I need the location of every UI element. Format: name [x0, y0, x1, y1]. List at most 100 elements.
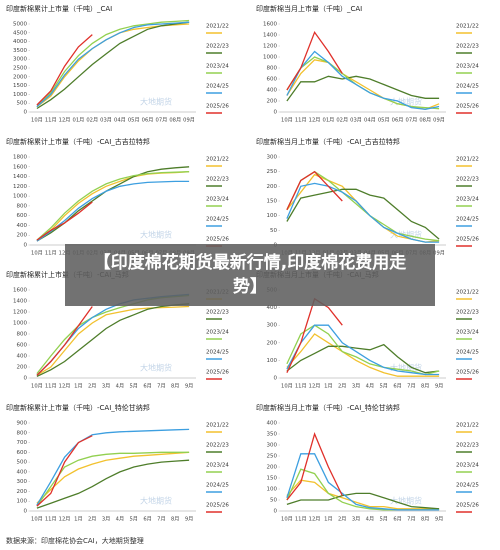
y-tick-label: 400 — [267, 88, 278, 94]
x-tick-label: 01月 — [323, 117, 335, 124]
legend-label: 2025/26 — [456, 370, 479, 376]
legend-label: 2023/24 — [206, 64, 229, 70]
x-tick-label: 5月 — [130, 383, 139, 390]
x-tick-label: 12月 — [309, 516, 321, 523]
x-tick-label: 12月 — [309, 383, 321, 390]
x-tick-label: 07月 — [156, 117, 168, 124]
y-tick-label: 4500 — [13, 30, 27, 36]
y-tick-label: 200 — [267, 184, 278, 190]
y-tick-label: 900 — [17, 421, 28, 427]
x-tick-label: 10月 — [31, 250, 43, 257]
y-tick-label: 800 — [17, 332, 28, 338]
watermark: 大地期货 — [140, 496, 172, 506]
x-tick-label: 4月 — [116, 383, 125, 390]
x-tick-label: 2月 — [338, 516, 347, 523]
x-tick-label: 10月 — [281, 383, 293, 390]
series-line — [286, 324, 440, 376]
banner-text: 【印度棉花期货最新行情,印度棉花费用走势】 — [93, 253, 407, 297]
legend-label: 2022/23 — [456, 44, 479, 50]
y-tick-label: 400 — [267, 421, 278, 427]
y-tick-label: 3500 — [13, 48, 27, 54]
legend-label: 2022/23 — [456, 310, 479, 316]
x-tick-label: 8月 — [421, 383, 430, 390]
legend-label: 2024/25 — [456, 483, 479, 489]
y-tick-label: 1400 — [13, 174, 27, 180]
legend-label: 2022/23 — [206, 177, 229, 183]
y-tick-label: 0 — [24, 376, 28, 382]
x-tick-label: 12月 — [59, 383, 71, 390]
x-tick-label: 05月 — [128, 117, 140, 124]
series-line — [286, 297, 343, 373]
x-tick-label: 4月 — [366, 383, 375, 390]
x-tick-label: 6月 — [393, 516, 402, 523]
y-tick-label: 100 — [17, 499, 28, 505]
watermark: 大地期货 — [390, 363, 422, 373]
y-tick-label: 400 — [17, 223, 28, 229]
series-line — [36, 21, 190, 108]
series-line — [286, 333, 440, 377]
y-tick-label: 700 — [17, 440, 28, 446]
x-tick-label: 6月 — [143, 383, 152, 390]
series-line — [286, 75, 440, 102]
series-line — [36, 459, 190, 509]
watermark: 大地期货 — [140, 230, 172, 240]
x-tick-label: 11月 — [45, 516, 57, 523]
y-tick-label: 0 — [274, 509, 278, 515]
series-line — [36, 180, 190, 242]
legend-label: 2022/23 — [456, 177, 479, 183]
series-line — [36, 435, 93, 507]
y-tick-label: 0 — [274, 376, 278, 382]
x-tick-label: 8月 — [171, 516, 180, 523]
chart-title: 印度新棉当月上市量（千吨）_CAI — [256, 4, 362, 13]
x-tick-label: 06月 — [142, 117, 154, 124]
series-line — [286, 479, 440, 510]
y-tick-label: 1000 — [263, 55, 277, 61]
y-tick-label: 3000 — [13, 57, 27, 63]
series-line — [286, 30, 343, 91]
y-tick-label: 1600 — [263, 22, 277, 28]
x-tick-label: 08月 — [169, 117, 181, 124]
y-tick-label: 1800 — [13, 155, 27, 161]
y-tick-label: 150 — [267, 199, 278, 205]
watermark: 大地期货 — [390, 496, 422, 506]
legend-label: 2022/23 — [206, 44, 229, 50]
x-tick-label: 3月 — [352, 383, 361, 390]
y-tick-label: 300 — [267, 155, 278, 161]
x-tick-label: 9月 — [185, 516, 194, 523]
legend-label: 2021/22 — [206, 157, 229, 163]
x-tick-label: 11月 — [45, 250, 57, 257]
y-tick-label: 1200 — [263, 44, 277, 50]
watermark: 大地期货 — [390, 97, 422, 107]
x-tick-label: 4月 — [366, 516, 375, 523]
x-tick-label: 2月 — [338, 383, 347, 390]
y-tick-label: 400 — [17, 469, 28, 475]
x-tick-label: 5月 — [130, 516, 139, 523]
x-tick-label: 02月 — [86, 117, 98, 124]
watermark: 大地期货 — [140, 97, 172, 107]
y-tick-label: 5000 — [13, 22, 27, 28]
x-tick-label: 2月 — [88, 516, 97, 523]
legend-label: 2022/23 — [206, 443, 229, 449]
banner: 【印度棉花期货最新行情,印度棉花费用走势】 — [65, 244, 435, 306]
x-tick-label: 10月 — [281, 516, 293, 523]
x-tick-label: 03月 — [350, 117, 362, 124]
legend-label: 2024/25 — [206, 483, 229, 489]
x-tick-label: 4月 — [116, 516, 125, 523]
y-tick-label: 50 — [270, 228, 277, 234]
x-tick-label: 01月 — [73, 117, 85, 124]
y-tick-label: 1000 — [13, 321, 27, 327]
series-line — [286, 170, 343, 211]
y-tick-label: 100 — [267, 358, 278, 364]
x-tick-label: 2月 — [88, 383, 97, 390]
legend-label: 2023/24 — [456, 64, 479, 70]
legend-label: 2025/26 — [206, 503, 229, 509]
x-tick-label: 12月 — [59, 516, 71, 523]
series-line — [286, 324, 440, 376]
x-tick-label: 09月 — [433, 250, 445, 257]
legend-label: 2023/24 — [456, 330, 479, 336]
y-tick-label: 350 — [267, 432, 278, 438]
x-tick-label: 7月 — [407, 516, 416, 523]
legend-label: 2021/22 — [456, 423, 479, 429]
y-tick-label: 4000 — [13, 39, 27, 45]
y-tick-label: 600 — [17, 450, 28, 456]
